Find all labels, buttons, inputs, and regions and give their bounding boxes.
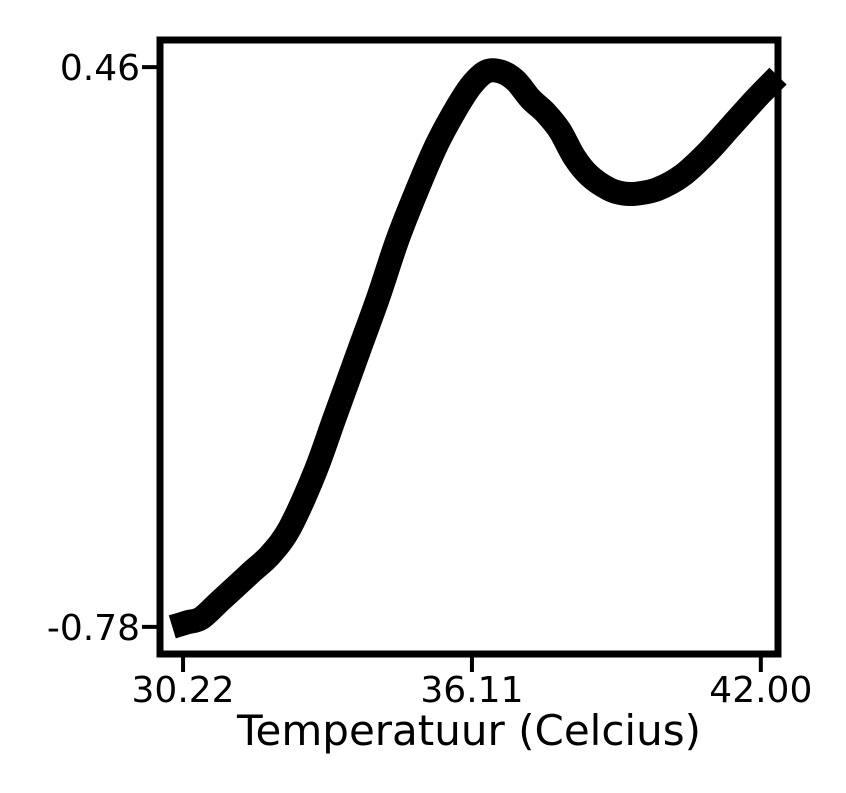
y-tick-label-0: 0.46: [60, 48, 140, 89]
x-tick-label-0: 30.22: [132, 670, 235, 711]
y-tick-label-1: -0.78: [47, 608, 140, 649]
axes: 30.22 36.11 42.00 0.46 -0.78: [47, 48, 813, 711]
plot-area: [168, 58, 787, 639]
series-line-0: [168, 58, 787, 639]
x-axis-label: Temperatuur (Celcius): [236, 706, 701, 755]
x-tick-label-1: 36.11: [420, 670, 523, 711]
plot-frame: [156, 36, 782, 658]
x-tick-label-2: 42.00: [709, 670, 812, 711]
